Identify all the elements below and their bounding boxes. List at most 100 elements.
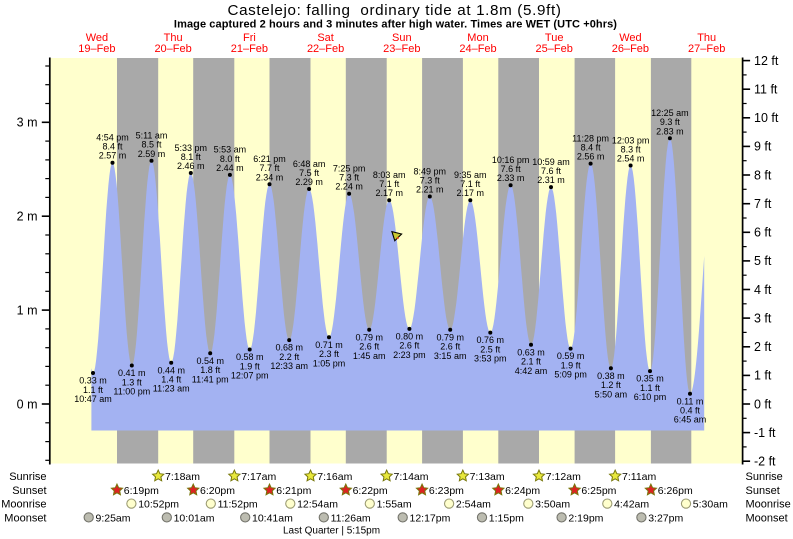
svg-text:3:50am: 3:50am bbox=[535, 499, 570, 511]
svg-text:5:09 pm: 5:09 pm bbox=[554, 370, 587, 380]
svg-text:1.8 ft: 1.8 ft bbox=[200, 365, 221, 375]
svg-text:7.1 ft: 7.1 ft bbox=[379, 179, 400, 189]
svg-text:6:19pm: 6:19pm bbox=[124, 485, 159, 497]
svg-text:6:24pm: 6:24pm bbox=[505, 485, 540, 497]
svg-text:Moonset: Moonset bbox=[4, 512, 46, 524]
svg-text:2.1 ft: 2.1 ft bbox=[521, 357, 542, 367]
svg-text:10:47 am: 10:47 am bbox=[74, 394, 112, 404]
svg-text:1.1 ft: 1.1 ft bbox=[640, 383, 661, 393]
svg-text:2.3 ft: 2.3 ft bbox=[319, 349, 340, 359]
svg-text:6:48 am: 6:48 am bbox=[293, 159, 326, 169]
svg-text:Sat: Sat bbox=[317, 32, 334, 44]
svg-text:5:53 am: 5:53 am bbox=[214, 145, 247, 155]
svg-text:10 ft: 10 ft bbox=[754, 111, 779, 125]
svg-text:0 ft: 0 ft bbox=[754, 397, 772, 411]
svg-text:2.6 ft: 2.6 ft bbox=[399, 341, 420, 351]
svg-text:9 ft: 9 ft bbox=[754, 140, 772, 154]
svg-text:Sunset: Sunset bbox=[12, 485, 46, 497]
svg-text:9:35 am: 9:35 am bbox=[454, 170, 487, 180]
svg-text:1.3 ft: 1.3 ft bbox=[122, 377, 143, 387]
svg-text:11:41 pm: 11:41 pm bbox=[192, 374, 229, 384]
svg-text:12:07 pm: 12:07 pm bbox=[231, 371, 269, 381]
svg-text:Image captured 2 hours and 3 m: Image captured 2 hours and 3 minutes aft… bbox=[174, 18, 617, 30]
svg-text:8 ft: 8 ft bbox=[754, 168, 772, 182]
svg-text:8:03 am: 8:03 am bbox=[373, 170, 406, 180]
svg-text:3 m: 3 m bbox=[17, 116, 38, 130]
svg-text:Thu: Thu bbox=[697, 32, 716, 44]
svg-text:Moonrise: Moonrise bbox=[1, 499, 46, 511]
svg-text:2.46 m: 2.46 m bbox=[177, 161, 205, 171]
svg-text:7:25 pm: 7:25 pm bbox=[333, 164, 366, 174]
svg-text:7:12am: 7:12am bbox=[546, 471, 581, 483]
svg-text:6:20pm: 6:20pm bbox=[200, 485, 235, 497]
svg-text:7.3 ft: 7.3 ft bbox=[420, 175, 441, 185]
svg-text:0.79 m: 0.79 m bbox=[355, 332, 383, 342]
svg-text:3:27pm: 3:27pm bbox=[648, 512, 683, 524]
svg-text:Last Quarter | 5:15pm: Last Quarter | 5:15pm bbox=[283, 526, 380, 537]
svg-text:4 ft: 4 ft bbox=[754, 283, 772, 297]
svg-text:2.2 ft: 2.2 ft bbox=[279, 352, 300, 362]
svg-text:7.5 ft: 7.5 ft bbox=[299, 168, 320, 178]
svg-text:2:23 pm: 2:23 pm bbox=[393, 350, 426, 360]
svg-text:Moonset: Moonset bbox=[746, 512, 788, 524]
svg-text:Tue: Tue bbox=[545, 32, 564, 44]
svg-text:0.76 m: 0.76 m bbox=[477, 335, 505, 345]
svg-text:2.17 m: 2.17 m bbox=[457, 188, 485, 198]
svg-text:-1 ft: -1 ft bbox=[754, 426, 776, 440]
svg-text:11:23 am: 11:23 am bbox=[153, 384, 190, 394]
svg-text:8.1 ft: 8.1 ft bbox=[181, 152, 202, 162]
svg-text:8:49 pm: 8:49 pm bbox=[414, 166, 447, 176]
svg-text:2.33 m: 2.33 m bbox=[497, 173, 525, 183]
svg-text:7:16am: 7:16am bbox=[317, 471, 352, 483]
svg-text:9:25am: 9:25am bbox=[96, 512, 131, 524]
svg-text:1.4 ft: 1.4 ft bbox=[161, 375, 182, 385]
svg-text:2.17 m: 2.17 m bbox=[375, 188, 403, 198]
svg-text:0.33 m: 0.33 m bbox=[79, 376, 107, 386]
svg-text:1.2 ft: 1.2 ft bbox=[601, 380, 622, 390]
svg-text:11:00 pm: 11:00 pm bbox=[113, 387, 150, 397]
svg-text:1 m: 1 m bbox=[17, 303, 38, 317]
svg-text:2.31 m: 2.31 m bbox=[537, 175, 565, 185]
svg-text:6:10 pm: 6:10 pm bbox=[634, 392, 667, 402]
svg-text:21–Feb: 21–Feb bbox=[231, 43, 268, 55]
svg-text:7.1 ft: 7.1 ft bbox=[460, 179, 481, 189]
svg-text:6:21 pm: 6:21 pm bbox=[253, 154, 286, 164]
svg-text:2.34 m: 2.34 m bbox=[256, 172, 284, 182]
svg-text:5:50 am: 5:50 am bbox=[595, 389, 628, 399]
svg-text:8.3 ft: 8.3 ft bbox=[621, 144, 642, 154]
svg-text:2 m: 2 m bbox=[17, 210, 38, 224]
svg-text:1.9 ft: 1.9 ft bbox=[561, 360, 582, 370]
svg-text:1 ft: 1 ft bbox=[754, 369, 772, 383]
svg-text:7.6 ft: 7.6 ft bbox=[541, 166, 562, 176]
svg-text:10:16 pm: 10:16 pm bbox=[492, 155, 530, 165]
svg-text:2 ft: 2 ft bbox=[754, 340, 772, 354]
svg-text:0.11 m: 0.11 m bbox=[677, 396, 704, 406]
svg-text:5 ft: 5 ft bbox=[754, 254, 772, 268]
svg-text:0.71 m: 0.71 m bbox=[315, 340, 343, 350]
svg-text:2.59 m: 2.59 m bbox=[138, 149, 166, 159]
svg-text:0.58 m: 0.58 m bbox=[236, 352, 264, 362]
svg-text:Sunrise: Sunrise bbox=[746, 471, 783, 483]
svg-text:2.57 m: 2.57 m bbox=[99, 151, 127, 161]
svg-text:6 ft: 6 ft bbox=[754, 226, 772, 240]
svg-text:24–Feb: 24–Feb bbox=[459, 43, 496, 55]
svg-text:Mon: Mon bbox=[467, 32, 488, 44]
svg-text:7:17am: 7:17am bbox=[241, 471, 276, 483]
svg-text:9.3 ft: 9.3 ft bbox=[660, 117, 681, 127]
svg-text:12:17pm: 12:17pm bbox=[410, 512, 451, 524]
svg-text:25–Feb: 25–Feb bbox=[536, 43, 573, 55]
svg-text:0.59 m: 0.59 m bbox=[557, 351, 585, 361]
svg-text:0.79 m: 0.79 m bbox=[436, 332, 464, 342]
svg-text:5:11 am: 5:11 am bbox=[136, 131, 168, 141]
svg-text:6:45 am: 6:45 am bbox=[674, 415, 707, 425]
svg-text:3:15 am: 3:15 am bbox=[434, 351, 467, 361]
svg-text:10:59 am: 10:59 am bbox=[532, 157, 570, 167]
svg-text:Fri: Fri bbox=[243, 32, 256, 44]
svg-text:6:26pm: 6:26pm bbox=[658, 485, 693, 497]
svg-text:5:33 pm: 5:33 pm bbox=[175, 143, 208, 153]
svg-text:11:52pm: 11:52pm bbox=[218, 499, 258, 511]
svg-text:7:13am: 7:13am bbox=[470, 471, 505, 483]
svg-text:23–Feb: 23–Feb bbox=[383, 43, 420, 55]
svg-text:Wed: Wed bbox=[619, 32, 641, 44]
svg-text:26–Feb: 26–Feb bbox=[612, 43, 649, 55]
